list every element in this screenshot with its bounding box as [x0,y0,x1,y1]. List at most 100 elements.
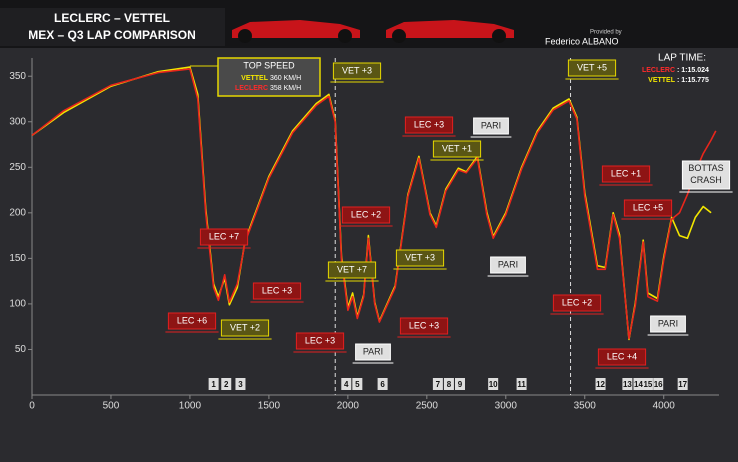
turn-marker [595,378,606,390]
turn-label: 3 [238,380,243,389]
lap-time-title: LAP TIME: [658,53,706,64]
turn-marker [221,378,232,390]
turn-marker [443,378,454,390]
turn-marker [488,378,499,390]
top-speed-value: 358 KM/H [270,85,301,92]
top-speed-box [217,57,321,97]
annotation-box [432,140,482,158]
car-icon [232,20,360,43]
x-tick-label: 500 [103,401,120,412]
legend-name: VETTEL [648,77,676,84]
annotation-box [552,294,602,312]
turn-label: 11 [517,380,526,389]
annotation: VET +3 [405,252,435,262]
annotation: LEC +5 [633,202,663,212]
annotation: BOTTAS CRASH [688,163,723,185]
annotation: VET +2 [230,322,260,332]
title-box [0,8,225,46]
subtitle: MEX – Q3 LAP COMPARISON [28,28,196,42]
turn-marker [633,378,644,390]
turn-label: 12 [596,380,605,389]
annotation-box [399,317,449,335]
turn-label: 2 [224,380,229,389]
y-tick-label: 200 [9,207,26,218]
turn-label: 13 [623,380,632,389]
y-tick-label: 300 [9,116,26,127]
credit-prefix: Provided by [590,30,622,36]
annotation-box [327,261,377,279]
annotation: LEC +2 [562,297,592,307]
turn-label: 16 [654,380,663,389]
turn-marker [352,378,363,390]
turn-label: 17 [678,380,687,389]
annotation-box [404,116,454,134]
turn-label: 7 [436,380,441,389]
annotation: PARI [363,346,383,356]
turn-label: 14 [634,380,643,389]
turn-label: 6 [380,380,385,389]
annotation-box [395,249,445,267]
y-tick-label: 100 [9,299,26,310]
annotation-box [623,199,673,217]
y-tick-label: 350 [9,71,26,82]
turn-marker [653,378,664,390]
turn-marker [432,378,443,390]
annotation-box [597,348,647,366]
annotation: PARI [498,259,518,269]
annotation-box [650,315,686,333]
top-speed-name: VETTEL [241,75,269,82]
annotation-box [295,332,345,350]
y-tick-label: 250 [9,162,26,173]
annotation-box [355,343,391,361]
turn-marker [377,378,388,390]
annotation-box [341,206,391,224]
turn-marker [622,378,633,390]
annotation: LEC +3 [305,335,335,345]
x-tick-label: 0 [29,401,35,412]
turn-label: 5 [355,380,360,389]
x-tick-label: 4000 [653,401,676,412]
x-tick-label: 2000 [337,401,360,412]
annotation: LEC +3 [262,285,292,295]
annotation: LEC +1 [611,168,641,178]
annotation-box [220,319,270,337]
annotation-box [473,117,509,135]
turn-label: 10 [489,380,498,389]
top-speed-title: TOP SPEED [243,60,295,70]
annotation: VET +1 [442,143,472,153]
turn-marker [341,378,352,390]
annotation: VET +7 [337,264,367,274]
x-tick-label: 3500 [574,401,597,412]
turn-marker [642,378,653,390]
annotation: LEC +4 [607,351,637,361]
annotation-box [167,312,217,330]
x-tick-label: 2500 [416,401,439,412]
y-tick-label: 50 [15,344,27,355]
car-icon [386,20,514,43]
x-tick-label: 1000 [179,401,202,412]
annotation-box [252,282,302,300]
annotation-box [601,165,651,183]
legend-label: : 1:15.024 [677,67,709,74]
annotation-box [490,256,526,274]
y-tick-label: 150 [9,253,26,264]
annotation-box [199,228,249,246]
turn-label: 9 [458,380,463,389]
legend-name: LECLERC [642,67,675,74]
turn-label: 8 [447,380,452,389]
annotation: PARI [658,318,678,328]
annotation: VET +3 [342,65,372,75]
annotation-box [681,160,731,190]
annotation: LEC +2 [351,209,381,219]
turn-label: 15 [643,380,652,389]
annotation-box [567,59,617,77]
annotation: PARI [481,120,501,130]
annotation: LEC +3 [414,119,444,129]
turn-marker [208,378,219,390]
turn-marker [516,378,527,390]
turn-label: 4 [344,380,349,389]
x-tick-label: 1500 [258,401,281,412]
annotation: LEC +6 [177,315,207,325]
annotation: LEC +7 [209,231,239,241]
